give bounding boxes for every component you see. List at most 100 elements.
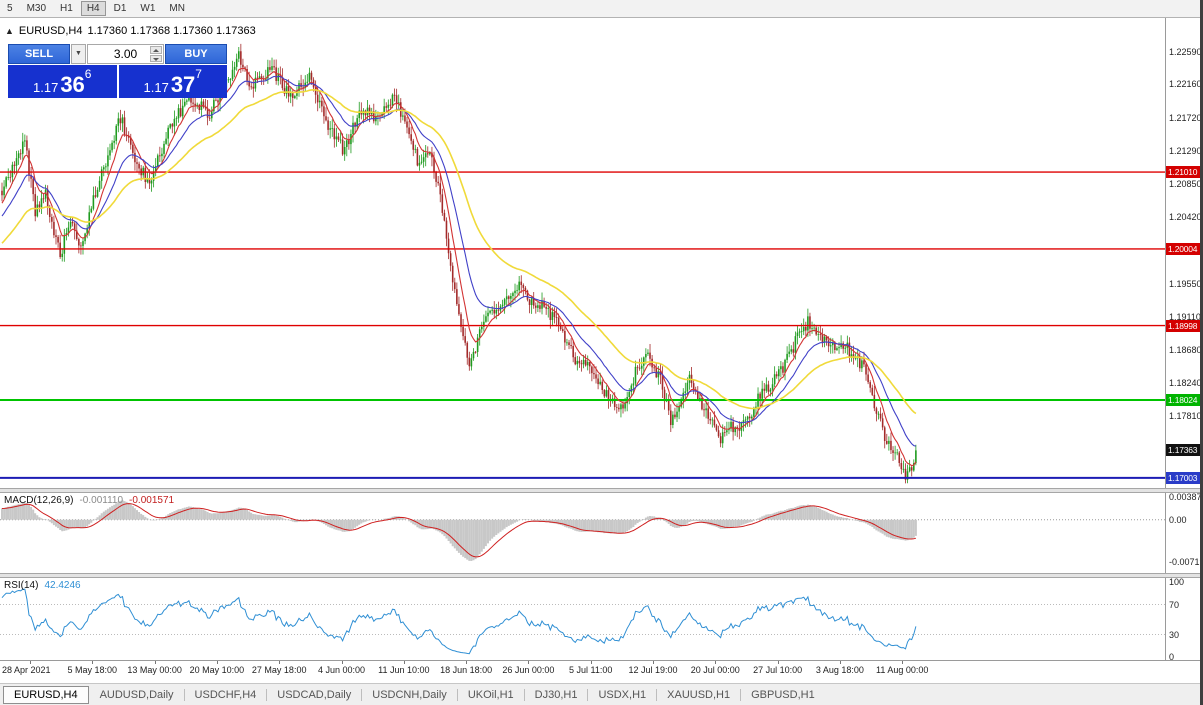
- macd-main-value: -0.001110: [79, 495, 124, 506]
- tab-separator: [740, 688, 742, 701]
- time-tick: [590, 661, 592, 664]
- time-label: 18 Jun 18:00: [440, 665, 493, 675]
- chart-tab-audusd-daily[interactable]: AUDUSD,Daily: [99, 688, 174, 701]
- chart-tab-dj30-h1[interactable]: DJ30,H1: [534, 688, 578, 701]
- axis-label: 1.18240: [1169, 378, 1202, 389]
- volume-dropdown[interactable]: ▼: [71, 44, 86, 64]
- time-tick: [902, 661, 904, 664]
- chart-tab-eurusd-h4[interactable]: EURUSD,H4: [3, 685, 89, 704]
- time-label: 28 Apr 2021: [2, 665, 51, 675]
- timeframe-button-mn[interactable]: MN: [169, 3, 185, 14]
- trade-controls-row: SELL ▼ 3.00 BUY: [8, 44, 227, 64]
- axis-label: -0.00719: [1169, 557, 1203, 567]
- sell-price-prefix: 1.17: [33, 80, 59, 95]
- tab-separator: [587, 688, 589, 701]
- axis-label: 0.00387: [1169, 492, 1202, 502]
- macd-plot[interactable]: [0, 493, 1165, 573]
- time-label: 3 Aug 18:00: [815, 665, 864, 675]
- timeframe-button-h4[interactable]: H4: [80, 1, 106, 16]
- chart-tab-usdchf-h4[interactable]: USDCHF,H4: [194, 688, 257, 701]
- macd-label: MACD(12,26,9) -0.001110 -0.001571: [4, 495, 174, 506]
- time-tick: [777, 661, 779, 664]
- tab-separator: [361, 688, 363, 701]
- chart-tab-usdcnh-daily[interactable]: USDCNH,Daily: [372, 688, 447, 701]
- timeframe-button-w1[interactable]: W1: [140, 3, 156, 14]
- sell-button[interactable]: SELL: [8, 44, 70, 64]
- macd-panel: MACD(12,26,9) -0.001110 -0.001571 0.0038…: [0, 492, 1203, 573]
- time-label: 26 Jun 00:00: [502, 665, 555, 675]
- buy-price-pipette: 7: [195, 67, 202, 81]
- volume-input[interactable]: 3.00: [87, 44, 164, 64]
- chart-header: ▲ EURUSD,H4 1.17360 1.17368 1.17360 1.17…: [5, 25, 256, 37]
- volume-spinner[interactable]: [150, 46, 162, 62]
- timeframe-button-5[interactable]: 5: [7, 3, 13, 14]
- price-axis-divider: [1165, 18, 1166, 488]
- axis-label: 30: [1169, 629, 1180, 640]
- rsi-value: 42.4246: [44, 580, 81, 591]
- axis-label: 1.18680: [1169, 344, 1202, 355]
- chart-tab-usdx-h1[interactable]: USDX,H1: [598, 688, 647, 701]
- tab-separator: [523, 688, 525, 701]
- price-level-tag: 1.21010: [1166, 166, 1200, 179]
- axis-label: 0: [1169, 652, 1175, 662]
- time-label: 4 Jun 00:00: [317, 665, 366, 675]
- time-tick: [30, 661, 31, 664]
- panel-splitter[interactable]: [0, 488, 1203, 493]
- buy-price-main: 37: [170, 72, 196, 97]
- time-label: 5 Jul 11:00: [569, 665, 613, 675]
- buy-button[interactable]: BUY: [165, 44, 227, 64]
- axis-label: 70: [1169, 599, 1180, 610]
- time-tick: [216, 661, 218, 664]
- chart-symbol: EURUSD,H4: [18, 25, 83, 37]
- chart-tab-gbpusd-h1[interactable]: GBPUSD,H1: [751, 688, 815, 701]
- axis-label: 1.20420: [1169, 212, 1202, 223]
- tab-separator: [266, 688, 268, 701]
- time-tick: [279, 661, 281, 664]
- chart-tab-xauusd-h1[interactable]: XAUUSD,H1: [667, 688, 731, 701]
- time-label: 27 Jul 10:00: [753, 665, 803, 675]
- time-tick: [466, 661, 468, 664]
- timeframe-button-h1[interactable]: H1: [60, 3, 73, 14]
- chart-shift-marker-icon[interactable]: ▲: [5, 26, 14, 36]
- rsi-name: RSI(14): [4, 580, 39, 591]
- candlestick-plot[interactable]: [0, 18, 1165, 488]
- axis-label: 100: [1169, 577, 1185, 587]
- time-label: 12 Jul 19:00: [628, 665, 678, 675]
- time-label: 20 May 10:00: [189, 665, 245, 675]
- current-price-tag: 1.17363: [1166, 444, 1200, 457]
- axis-label: 1.19110: [1169, 312, 1201, 323]
- time-tick: [653, 661, 654, 664]
- rsi-panel: RSI(14) 42.4246 100 70 30 0: [0, 577, 1203, 662]
- panel-splitter[interactable]: [0, 573, 1203, 578]
- timeframe-button-d1[interactable]: D1: [113, 3, 127, 14]
- buy-price-display[interactable]: 1.17 37 7: [118, 65, 227, 98]
- timeframe-toolbar: 5 M30 H1 H4 D1 W1 MN: [0, 0, 1203, 18]
- price-level-tag: 1.17003: [1166, 471, 1200, 484]
- time-axis-divider: [0, 660, 1203, 661]
- axis-label: 1.19550: [1169, 278, 1202, 289]
- time-label: 11 Aug 00:00: [875, 665, 929, 675]
- spinner-up-icon[interactable]: [150, 46, 162, 54]
- sell-price-display[interactable]: 1.17 36 6: [8, 65, 117, 98]
- price-level-tag: 1.18024: [1166, 393, 1200, 406]
- axis-label: 1.22160: [1169, 79, 1202, 90]
- time-label: 20 Jul 00:00: [690, 665, 740, 675]
- timeframe-button-m30[interactable]: M30: [26, 3, 47, 14]
- tab-separator: [183, 688, 185, 701]
- time-tick: [403, 661, 405, 664]
- axis-label: 1.17810: [1169, 411, 1202, 422]
- axis-label: 1.21290: [1169, 145, 1202, 156]
- one-click-trade-panel: SELL ▼ 3.00 BUY 1.17 36 6 1.17 37 7: [8, 44, 227, 98]
- chart-tab-ukoil-h1[interactable]: UKOil,H1: [467, 688, 514, 701]
- chevron-down-icon: ▼: [75, 50, 82, 57]
- rsi-plot[interactable]: [0, 578, 1165, 660]
- chart-tab-usdcad-daily[interactable]: USDCAD,Daily: [277, 688, 352, 701]
- spinner-down-icon[interactable]: [150, 54, 162, 62]
- time-label: 13 May 00:00: [127, 665, 182, 675]
- axis-label: 1.21720: [1169, 112, 1202, 123]
- buy-price-prefix: 1.17: [143, 80, 169, 95]
- window-edge: [1200, 0, 1203, 705]
- time-label: 11 Jun 10:00: [378, 665, 430, 675]
- rsi-label: RSI(14) 42.4246: [4, 580, 81, 591]
